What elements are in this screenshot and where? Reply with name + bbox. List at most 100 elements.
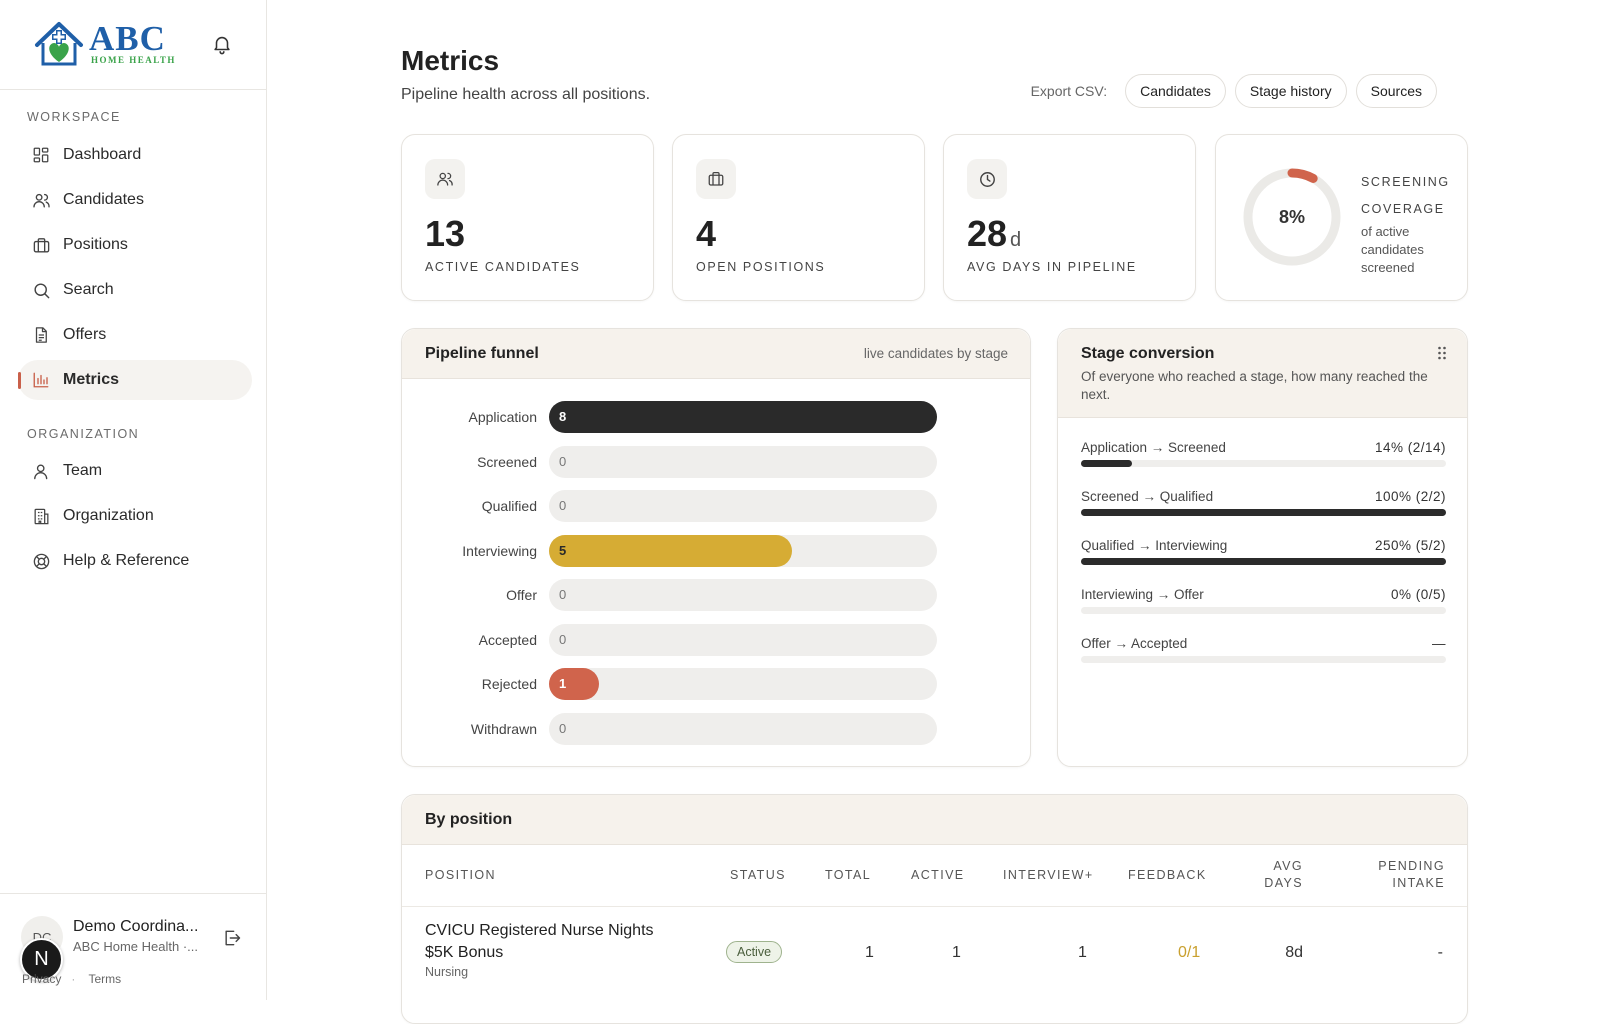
cell-total: 1: [865, 944, 874, 961]
sidebar-item-positions[interactable]: Positions: [18, 225, 252, 265]
coverage-subtitle: of active candidates screened: [1361, 224, 1424, 275]
funnel-bar-track: 0: [549, 490, 937, 522]
document-icon: [31, 325, 51, 345]
funnel-bar-value: 5: [559, 542, 567, 558]
funnel-bar-track: 0: [549, 712, 937, 745]
kpi-value: 28 d: [967, 213, 1021, 255]
column-header-interview[interactable]: INTERVIEW+: [1003, 868, 1094, 882]
export-stage-history-button[interactable]: Stage history: [1234, 74, 1347, 108]
users-icon: [31, 190, 51, 210]
funnel-bar-track: 0: [549, 445, 937, 478]
briefcase-icon: [31, 235, 51, 255]
export-sources-button[interactable]: Sources: [1355, 74, 1437, 108]
column-header-active[interactable]: ACTIVE: [911, 868, 965, 882]
pipeline-funnel-title: Pipeline funnel: [425, 345, 539, 362]
sidebar-item-metrics[interactable]: Metrics: [18, 360, 252, 400]
conversion-row: Screened → Qualified 100% (2/2): [1081, 489, 1446, 529]
funnel-bar-value: 0: [559, 498, 567, 513]
pipeline-funnel-header: Pipeline funnel live candidates by stage: [402, 329, 1030, 379]
position-title-line2: $5K Bonus: [425, 944, 504, 961]
funnel-bar-value: 8: [559, 409, 567, 424]
sidebar-item-offers[interactable]: Offers: [18, 315, 252, 355]
kpi-card-active-candidates: 13 ACTIVE CANDIDATES: [401, 134, 654, 301]
user-account-area: DC N Demo Coordina... ABC Home Health ·.…: [0, 893, 266, 1000]
by-position-header: By position: [402, 795, 1467, 845]
conversion-value: 0% (0/5): [1390, 587, 1446, 602]
funnel-bar-value: 1: [559, 676, 567, 691]
terms-link[interactable]: Terms: [88, 972, 122, 986]
funnel-stage-label: Withdrawn: [470, 720, 537, 737]
sidebar-item-search[interactable]: Search: [18, 270, 252, 310]
sidebar-item-team[interactable]: Team: [18, 451, 252, 491]
table-row[interactable]: CVICU Registered Nurse Nights $5K Bonus …: [402, 908, 1467, 1008]
users-icon: [425, 159, 465, 199]
user-name: Demo Coordina...: [73, 918, 199, 935]
sidebar-item-label: Offers: [63, 326, 107, 343]
funnel-bar: [549, 401, 937, 433]
export-candidates-button[interactable]: Candidates: [1125, 74, 1226, 108]
logo-wordmark: ABC: [89, 19, 166, 58]
column-header-pending-intake[interactable]: PENDING INTAKE: [1378, 859, 1445, 890]
kpi-number: 4: [696, 213, 717, 254]
funnel-stage-label: Interviewing: [462, 542, 537, 559]
workspace-badge[interactable]: N: [20, 938, 63, 981]
funnel-stage-label: Rejected: [481, 676, 537, 692]
privacy-link[interactable]: Privacy: [22, 972, 62, 986]
conversion-value: —: [1432, 636, 1446, 651]
cell-feedback: 0/1: [1178, 944, 1201, 961]
kpi-label: OPEN POSITIONS: [696, 260, 826, 274]
conversion-row: Qualified → Interviewing 250% (5/2): [1081, 538, 1446, 578]
funnel-bar: [549, 668, 599, 700]
logo[interactable]: ABC HOME HEALTH: [33, 18, 176, 70]
search-icon: [31, 280, 51, 300]
conversion-label: Qualified → Interviewing: [1081, 538, 1228, 553]
conversion-label: Interviewing → Offer: [1081, 587, 1204, 602]
bell-icon[interactable]: [211, 33, 233, 55]
drag-handle-icon[interactable]: [1437, 345, 1447, 366]
lifebuoy-icon: [31, 551, 51, 571]
cell-avg-days: 8d: [1285, 944, 1303, 961]
by-position-panel: By position POSITION STATUS TOTAL ACTIVE…: [401, 794, 1468, 1024]
page-title: Metrics: [401, 45, 500, 76]
funnel-stage-label: Offer: [506, 587, 537, 603]
column-header-avg-days[interactable]: AVG DAYS: [1264, 859, 1303, 890]
cell-active: 1: [952, 944, 961, 961]
sidebar: ABC HOME HEALTH WORKSPACE Dashboard Cand…: [0, 0, 267, 1000]
conversion-bar-track: [1081, 607, 1446, 614]
kpi-number: 28: [967, 213, 1008, 254]
column-header-total[interactable]: TOTAL: [825, 868, 872, 882]
sidebar-item-label: Dashboard: [63, 146, 142, 163]
conversion-label: Application → Screened: [1081, 440, 1226, 455]
brand-header: ABC HOME HEALTH: [0, 0, 266, 90]
conversion-value: 250% (5/2): [1374, 538, 1446, 553]
conversion-label: Offer → Accepted: [1081, 636, 1188, 651]
sidebar-item-label: Team: [63, 462, 103, 479]
coverage-donut: 8%: [1242, 167, 1342, 267]
logout-icon[interactable]: [222, 928, 242, 948]
pipeline-funnel-panel: Pipeline funnel live candidates by stage…: [401, 328, 1031, 767]
funnel-stage-label: Accepted: [478, 631, 537, 648]
sidebar-item-help[interactable]: Help & Reference: [18, 541, 252, 581]
conversion-value: 14% (2/14): [1374, 440, 1446, 455]
funnel-bar-value: 0: [559, 720, 567, 736]
sidebar-item-organization[interactable]: Organization: [18, 496, 252, 536]
funnel-bar-value: 0: [559, 631, 567, 647]
column-header-position[interactable]: POSITION: [425, 868, 496, 882]
sidebar-item-candidates[interactable]: Candidates: [18, 180, 252, 220]
logo-tagline: HOME HEALTH: [91, 55, 176, 65]
user-icon: [31, 461, 51, 481]
footer-separator: ·: [71, 972, 76, 986]
column-header-status[interactable]: STATUS: [730, 868, 786, 882]
sidebar-item-label: Metrics: [63, 371, 120, 388]
funnel-row: Withdrawn 0: [402, 712, 1032, 745]
footer-links: Privacy · Terms: [22, 972, 131, 986]
position-title[interactable]: CVICU Registered Nurse Nights $5K Bonus: [425, 920, 685, 964]
coverage-arc: [1243, 168, 1341, 266]
position-department: Nursing: [425, 965, 469, 979]
funnel-row: Screened 0: [402, 445, 1032, 478]
sidebar-item-dashboard[interactable]: Dashboard: [18, 135, 252, 175]
pipeline-funnel-subtitle: live candidates by stage: [863, 346, 1008, 361]
by-position-title: By position: [425, 811, 513, 828]
funnel-bar-track: 0: [549, 579, 937, 611]
column-header-feedback[interactable]: FEEDBACK: [1128, 868, 1207, 882]
